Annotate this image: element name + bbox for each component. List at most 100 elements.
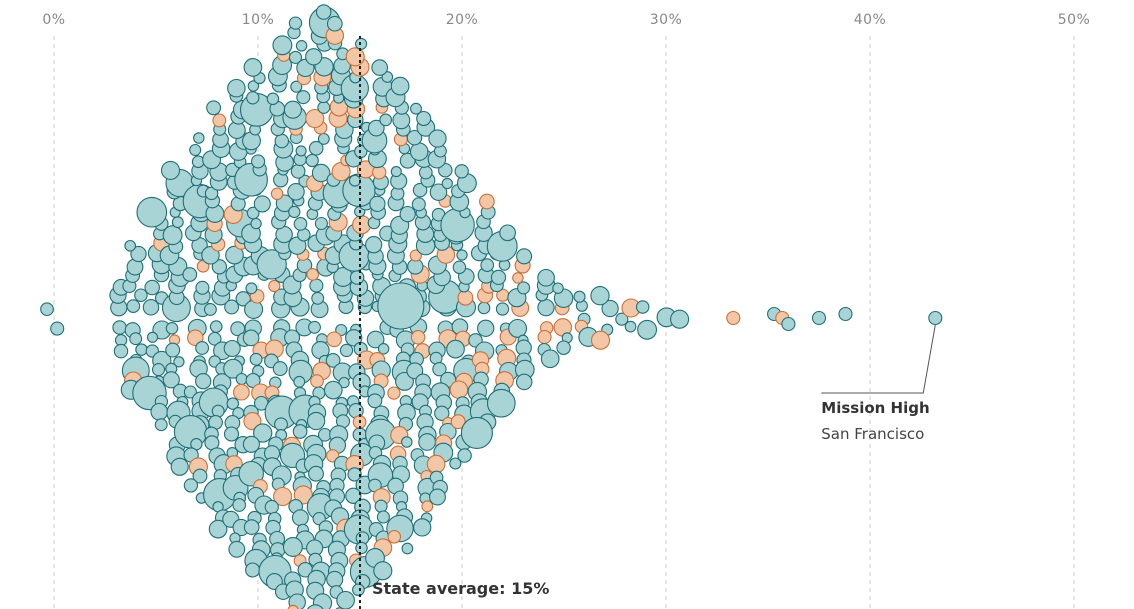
school-dot (418, 165, 433, 180)
school-dot (182, 267, 198, 282)
annotation-leader-line (821, 324, 936, 394)
school-dot (556, 340, 571, 355)
school-dot (130, 245, 147, 263)
school-dot (335, 323, 348, 337)
x-tick-label: 10% (242, 12, 275, 28)
school-dot (355, 541, 368, 555)
x-tick-label: 30% (650, 12, 683, 28)
school-dot (456, 249, 468, 261)
school-dot (129, 332, 143, 346)
school-dot (416, 110, 432, 127)
school-dot-highlighted (512, 272, 524, 284)
school-dot (244, 299, 264, 319)
school-dot (311, 291, 325, 305)
school-dot (113, 343, 129, 359)
school-dot (401, 436, 413, 448)
school-dot (225, 245, 244, 265)
school-dot (183, 385, 197, 399)
school-dot (206, 100, 222, 116)
school-dot (615, 312, 629, 326)
school-dot-highlighted (537, 329, 552, 345)
school-dot (590, 286, 610, 306)
school-dot (226, 397, 240, 410)
school-dot (193, 132, 205, 144)
school-dot (406, 129, 423, 146)
school-dot (508, 318, 528, 338)
school-dot-highlighted (726, 310, 741, 326)
school-dot-highlighted (352, 215, 372, 235)
school-dot (144, 279, 160, 296)
school-dot (480, 258, 495, 272)
school-dot-highlighted (212, 113, 227, 128)
school-dot (637, 319, 658, 340)
school-dot (136, 196, 168, 228)
school-dot (308, 465, 324, 482)
school-dot (308, 320, 321, 334)
school-dot (336, 590, 355, 609)
school-dot (460, 416, 493, 449)
school-dot (401, 542, 414, 555)
state-average-reference: State average: 15% (359, 36, 549, 609)
school-dot (601, 299, 619, 318)
school-dot (317, 132, 330, 145)
school-dot (264, 499, 279, 515)
school-dot (338, 376, 350, 389)
school-dots (40, 4, 943, 609)
school-dot (242, 435, 260, 453)
school-dot (326, 15, 343, 32)
school-dot (406, 362, 424, 380)
school-dot (309, 278, 324, 293)
school-dot (306, 411, 326, 431)
school-dot (411, 197, 426, 212)
school-dot-highlighted (233, 383, 250, 401)
school-dot (245, 562, 261, 578)
school-dot (477, 319, 495, 337)
school-dot-highlighted (449, 380, 469, 399)
school-dot (134, 288, 148, 302)
school-dot (274, 133, 290, 149)
school-dot (256, 249, 287, 280)
school-dot (452, 260, 467, 275)
school-dot-highlighted (305, 108, 325, 129)
school-dot (251, 154, 266, 169)
school-dot (347, 467, 362, 482)
school-dot (295, 145, 307, 157)
school-dot (135, 343, 148, 356)
school-dot (317, 101, 331, 114)
school-dot (449, 457, 462, 470)
school-dot-highlighted (479, 193, 495, 210)
school-dot (540, 349, 560, 369)
school-dot (308, 140, 324, 156)
school-dot (838, 306, 853, 322)
school-dot (195, 341, 210, 355)
school-dot-highlighted (273, 486, 293, 507)
school-dot (515, 373, 533, 391)
school-dot (305, 48, 323, 66)
school-dot (154, 418, 168, 432)
school-dot (323, 380, 343, 400)
school-dot (373, 561, 393, 581)
school-dot (223, 426, 240, 442)
school-dot (189, 143, 202, 157)
school-dot (486, 388, 516, 418)
school-dot (413, 518, 432, 537)
school-dot (170, 457, 189, 476)
school-dot (365, 236, 383, 254)
school-dot (287, 183, 305, 201)
school-dot (369, 195, 386, 213)
school-dot (209, 320, 223, 333)
x-tick-label: 40% (854, 12, 887, 28)
annotation-subtitle: San Francisco (821, 425, 924, 443)
school-dot (192, 468, 208, 484)
school-dot (266, 92, 280, 106)
school-dot (227, 78, 246, 98)
annotation-title: Mission High (821, 399, 929, 417)
school-dot (242, 329, 260, 347)
school-dot (928, 310, 943, 326)
school-dot (142, 299, 160, 316)
school-dot (441, 177, 453, 190)
school-dot (390, 166, 402, 178)
school-dot (290, 163, 306, 179)
school-dot (162, 225, 183, 246)
school-dot (208, 519, 228, 539)
